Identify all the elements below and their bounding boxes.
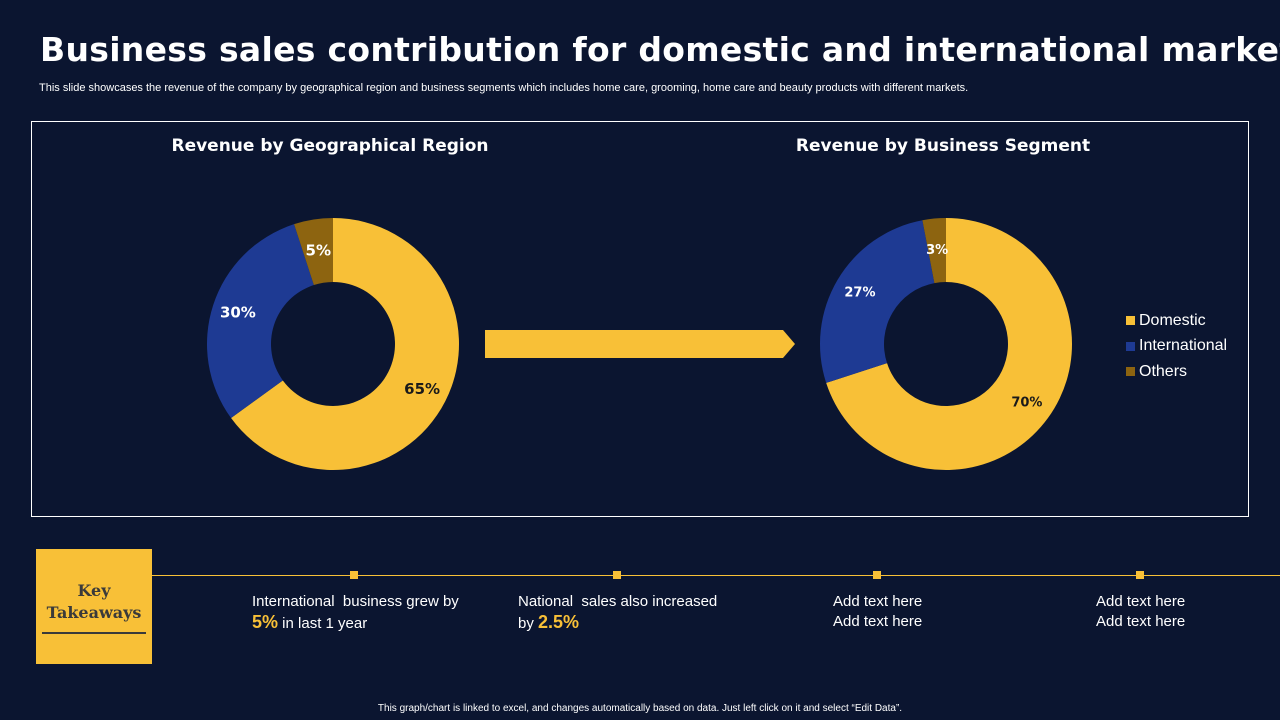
takeaway-2: National sales also increased by 2.5% — [518, 592, 717, 634]
takeaway-1-line2: 5% in last 1 year — [252, 612, 459, 634]
takeaway-4-line1: Add text here — [1096, 593, 1186, 610]
legend-item-others: Others — [1126, 359, 1227, 385]
donut-segment-label-domestic: 70% — [1011, 395, 1042, 410]
legend-swatch-others — [1126, 367, 1135, 377]
donut-region-slice-international — [207, 224, 314, 419]
takeaway-4: Add text here Add text here — [1096, 592, 1185, 632]
chart-title-segment: Revenue by Business Segment — [795, 136, 1091, 156]
takeaway-1: International business grew by 5% in las… — [252, 592, 459, 634]
donut-segment-label-others: 3% — [926, 243, 948, 258]
page-subtitle: This slide showcases the revenue of the … — [39, 82, 969, 94]
legend-item-international: International — [1126, 334, 1227, 360]
arrow-right-icon — [485, 330, 795, 358]
legend-swatch-international — [1126, 341, 1135, 351]
takeaway-2-line1: National sales also increased — [518, 593, 718, 610]
key-takeaways-heading: Key Takeaways — [47, 580, 142, 624]
key-heading-line1: Key — [77, 580, 111, 600]
charts-panel — [31, 121, 1249, 517]
timeline-dot — [613, 571, 621, 579]
donut-region-label-others: 5% — [306, 242, 331, 260]
takeaway-3: Add text here Add text here — [833, 592, 922, 632]
key-heading-line2: Takeaways — [46, 602, 142, 622]
timeline-dot — [873, 571, 881, 579]
key-takeaways-box: Key Takeaways — [36, 549, 152, 664]
takeaway-2-highlight: 2.5% — [538, 612, 580, 632]
timeline-line — [152, 575, 1280, 576]
donut-region-slice-domestic — [231, 218, 459, 470]
donut-segment-slice-domestic — [826, 218, 1072, 470]
donut-segment-label-international: 27% — [844, 286, 875, 301]
chart-title-region: Revenue by Geographical Region — [171, 136, 489, 156]
donut-segment-slice-international — [820, 220, 935, 383]
takeaway-1-post: in last 1 year — [278, 615, 368, 632]
footer-note: This graph/chart is linked to excel, and… — [377, 703, 903, 714]
legend-label: Others — [1139, 362, 1188, 380]
timeline-dot — [1136, 571, 1144, 579]
legend-label: Domestic — [1139, 311, 1206, 329]
page-title: Business sales contribution for domestic… — [40, 30, 1280, 69]
takeaway-3-line1: Add text here — [833, 593, 923, 610]
legend-swatch-domestic — [1126, 316, 1135, 326]
key-underline — [42, 631, 146, 634]
chart-legend: Domestic International Others — [1126, 308, 1227, 385]
donut-region-slice-others — [294, 218, 333, 286]
legend-item-domestic: Domestic — [1126, 308, 1227, 334]
donut-region-label-international: 30% — [220, 304, 256, 322]
timeline-dot — [350, 571, 358, 579]
takeaway-2-line2: by 2.5% — [518, 612, 717, 634]
takeaway-2-by: by — [518, 615, 539, 632]
legend-label: International — [1139, 337, 1228, 355]
takeaway-4-line2: Add text here — [1096, 613, 1186, 630]
donut-region-label-domestic: 65% — [404, 380, 440, 398]
takeaway-1-line1: International business grew by — [252, 593, 459, 610]
donut-segment-slice-others — [922, 218, 946, 284]
takeaway-1-highlight: 5% — [252, 612, 279, 632]
takeaway-3-line2: Add text here — [833, 613, 923, 630]
